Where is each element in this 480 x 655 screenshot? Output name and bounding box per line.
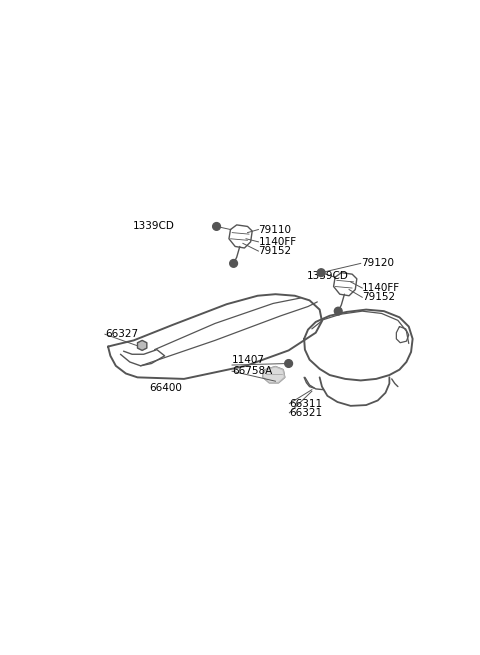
Text: 66311: 66311 <box>289 398 323 409</box>
Polygon shape <box>263 367 285 383</box>
Text: 1140FF: 1140FF <box>258 237 297 247</box>
Text: 1140FF: 1140FF <box>362 283 400 293</box>
Text: 11407: 11407 <box>232 356 265 365</box>
Circle shape <box>317 269 325 276</box>
Text: 1339CD: 1339CD <box>306 271 348 281</box>
Circle shape <box>230 259 238 267</box>
Text: 79120: 79120 <box>360 259 394 269</box>
Circle shape <box>335 307 342 315</box>
Circle shape <box>285 360 292 367</box>
Text: 66758A: 66758A <box>232 366 272 376</box>
Text: 66400: 66400 <box>149 383 182 393</box>
Text: 66327: 66327 <box>105 329 138 339</box>
Text: 79110: 79110 <box>258 225 291 234</box>
Text: 79152: 79152 <box>258 246 291 256</box>
Circle shape <box>213 223 220 231</box>
Text: 1339CD: 1339CD <box>133 221 175 231</box>
Text: 66321: 66321 <box>289 408 323 418</box>
Polygon shape <box>137 341 147 350</box>
Text: 79152: 79152 <box>362 292 396 302</box>
